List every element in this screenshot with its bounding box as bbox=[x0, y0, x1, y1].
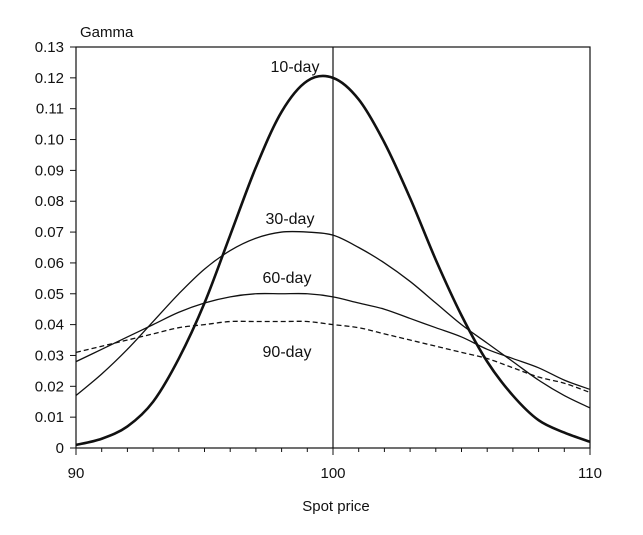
x-tick-label: 90 bbox=[68, 465, 85, 482]
y-tick-label: 0.10 bbox=[35, 132, 64, 149]
series-line-90-day bbox=[75, 320, 591, 394]
series-line-60-day bbox=[75, 292, 591, 391]
y-tick-label: 0.06 bbox=[35, 255, 64, 272]
y-tick-label: 0.12 bbox=[35, 70, 64, 87]
plot-area: 0 0.01 0.02 0.03 0.04 0.05 0.06 0.07 0.08 0.09 0.1… bbox=[35, 39, 602, 482]
x-tick-label: 100 bbox=[320, 465, 345, 482]
y-tick-label: 0.01 bbox=[35, 409, 64, 426]
y-tick-label: 0.09 bbox=[35, 162, 64, 179]
series-label-90-day: 90-day bbox=[263, 344, 312, 361]
series-line-10-day bbox=[75, 74, 591, 447]
y-axis-label: Gamma bbox=[80, 24, 134, 41]
x-axis-label: Spot price bbox=[302, 498, 370, 515]
y-tick-label: 0.03 bbox=[35, 347, 64, 364]
x-tick-label: 110 bbox=[578, 465, 602, 482]
series-label-30-day: 30-day bbox=[266, 211, 315, 228]
y-tick-label: 0.02 bbox=[35, 378, 64, 395]
series-label-10-day: 10-day bbox=[271, 59, 320, 76]
y-tick-label: 0.05 bbox=[35, 286, 64, 303]
series-label-60-day: 60-day bbox=[263, 270, 312, 287]
y-tick-label: 0 bbox=[56, 440, 64, 457]
y-tick-label: 0.13 bbox=[35, 39, 64, 56]
y-tick-label: 0.04 bbox=[35, 317, 64, 334]
y-tick-label: 0.07 bbox=[35, 224, 64, 241]
y-tick-label: 0.08 bbox=[35, 193, 64, 210]
y-tick-label: 0.11 bbox=[36, 101, 64, 118]
